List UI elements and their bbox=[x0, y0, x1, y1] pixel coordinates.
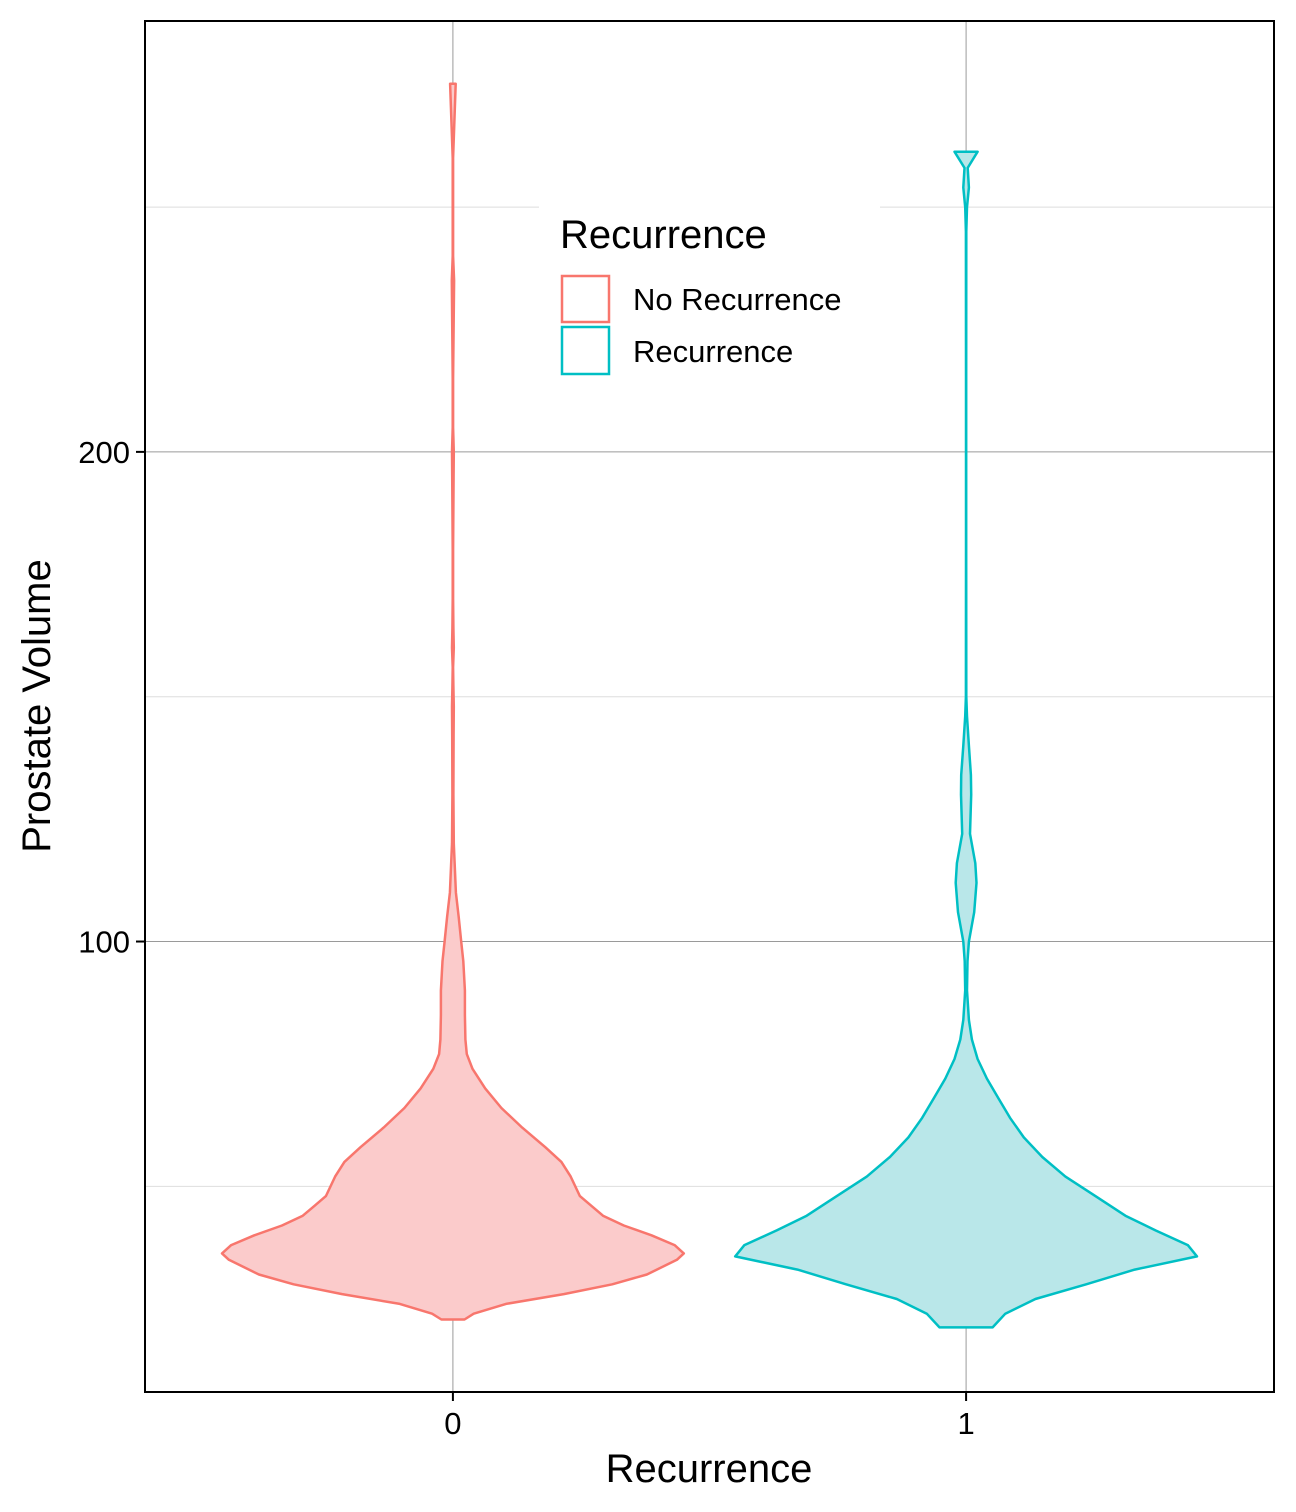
x-tick-label-0: 0 bbox=[444, 1406, 461, 1441]
legend-key-no-recurrence bbox=[560, 274, 611, 324]
legend-title: Recurrence bbox=[560, 213, 767, 257]
legend-key-recurrence bbox=[560, 325, 611, 376]
y-axis: 100 200 bbox=[78, 435, 145, 960]
x-tick-label-1: 1 bbox=[957, 1406, 974, 1441]
violins bbox=[220, 82, 1199, 1329]
y-tick-label-200: 200 bbox=[78, 435, 130, 470]
y-tick-label-100: 100 bbox=[78, 925, 130, 960]
violin-no-recurrence bbox=[220, 82, 686, 1321]
legend-label-no-recurrence: No Recurrence bbox=[633, 282, 841, 317]
violin-recurrence bbox=[733, 150, 1199, 1329]
x-axis-title: Recurrence bbox=[606, 1447, 813, 1491]
legend: Recurrence No Recurrence Recurrence bbox=[539, 196, 880, 392]
legend-label-recurrence: Recurrence bbox=[633, 334, 793, 369]
y-axis-title: Prostate Volume bbox=[15, 559, 59, 853]
panel-border bbox=[144, 20, 1275, 1393]
